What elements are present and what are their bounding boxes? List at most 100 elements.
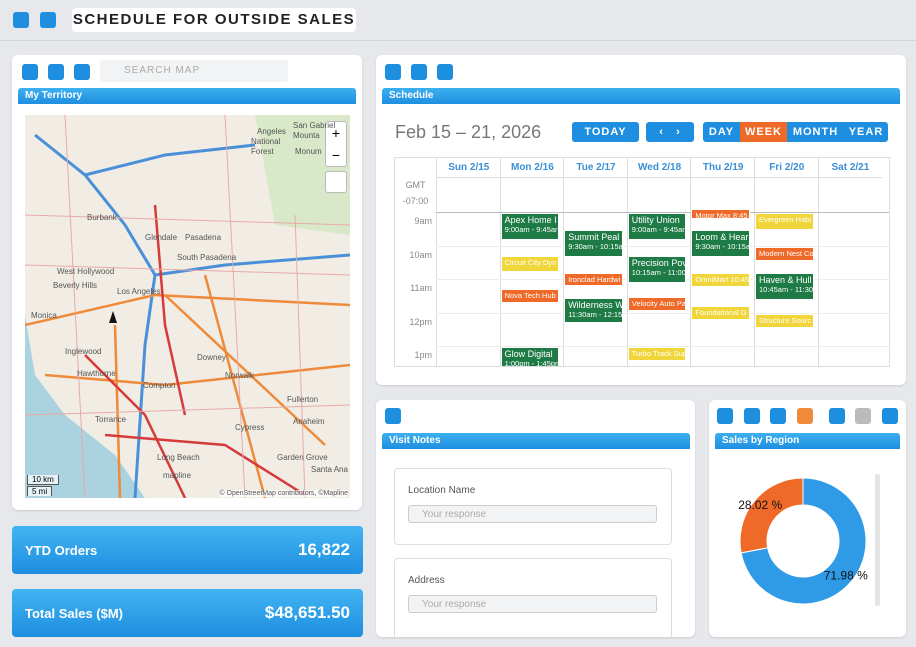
calendar-event[interactable]: Foundational G	[691, 306, 750, 320]
calendar-event[interactable]: Modern Nest Co	[755, 247, 814, 261]
zoom-controls[interactable]: + −	[325, 121, 347, 167]
day-header: Tue 2/17	[563, 158, 628, 177]
map[interactable]: + − 10 km 5 mi © OpenStreetMap contributo…	[25, 115, 350, 498]
map-label: Hawthorne	[77, 369, 116, 378]
calendar-event[interactable]: Velocity Auto Pa	[627, 297, 687, 311]
map-label: Cypress	[235, 423, 265, 432]
map-label: Norwalk	[225, 371, 254, 380]
event-title: Wilderness W	[568, 300, 623, 310]
field-input[interactable]: Your response	[408, 505, 657, 523]
calendar-event[interactable]: Turbo Track Sup	[627, 347, 687, 361]
add-button[interactable]	[411, 64, 427, 80]
sort-button[interactable]	[770, 408, 786, 424]
list-button[interactable]	[40, 12, 56, 28]
collapse-button[interactable]	[22, 64, 38, 80]
kpi-card: Total Sales ($M) $48,651.50	[12, 589, 363, 637]
locate-button[interactable]	[325, 171, 347, 193]
kpi-label: YTD Orders	[25, 543, 98, 558]
calendar-event[interactable]: Glow Digital 1:00pm - 1:45pm	[500, 347, 560, 367]
hour-line	[436, 346, 889, 347]
calendar-event[interactable]: Ironclad Hardwi	[564, 273, 623, 286]
kpi-label: Total Sales ($M)	[25, 606, 124, 621]
search-map[interactable]: SEARCH MAP	[100, 60, 288, 82]
calendar-event[interactable]: Circuit City Dyn	[500, 256, 560, 272]
collapse-button[interactable]	[385, 64, 401, 80]
list-button[interactable]	[385, 408, 401, 424]
hour-label: 1pm	[414, 350, 432, 360]
add-button[interactable]	[48, 64, 64, 80]
collapse-button[interactable]	[717, 408, 733, 424]
map-label: Santa Ana	[311, 465, 348, 474]
calendar-event[interactable]: Apex Home I 9:00am - 9:45ar	[500, 213, 560, 240]
kpi-value: $48,651.50	[264, 603, 350, 622]
map-label: West Hollywood	[57, 267, 115, 276]
event-time: 1:00pm - 1:45pm	[504, 359, 560, 367]
value-label: 28.02 %	[738, 498, 782, 512]
day-column	[754, 177, 819, 366]
hour-line	[436, 312, 889, 314]
calendar-event[interactable]: Precision Pov 10:15am - 11:00a	[627, 256, 687, 283]
view-button[interactable]: WEEK	[740, 122, 787, 142]
list-button[interactable]	[74, 64, 90, 80]
add-button[interactable]	[13, 12, 29, 28]
today-button[interactable]: TODAY	[572, 122, 639, 142]
map-label: Torrance	[95, 415, 127, 424]
view-button[interactable]: MONTH	[787, 122, 844, 142]
calendar-event[interactable]: Summit Peal 9:30am - 10:15ar	[564, 230, 623, 257]
day-header: Wed 2/18	[626, 158, 692, 177]
map-label: Beverly Hills	[53, 281, 98, 290]
event-title: Haven & Hull	[759, 275, 812, 285]
hour-label: 12pm	[409, 316, 432, 327]
scale-mi: 5 mi	[27, 486, 53, 496]
map-label: Garden Grove	[277, 453, 328, 462]
event-title: Loom & Hear	[695, 232, 749, 242]
map-label: Pasadena	[185, 233, 222, 242]
event-time: 9:30am - 10:15ar	[695, 242, 750, 251]
view-button[interactable]: DAY	[703, 122, 740, 142]
attribution: © OpenStreetMap contributors, ©Mapline	[219, 490, 348, 497]
calendar-event[interactable]: Wilderness W11:30am - 12:15pr	[564, 298, 623, 323]
panel-title: Visit Notes	[382, 433, 690, 449]
zoom-out-button[interactable]	[855, 408, 871, 424]
event-time: 9:00am - 9:45ar	[631, 225, 685, 234]
event-title: Structure Sourc	[759, 316, 812, 325]
map-label: Monum	[295, 147, 322, 156]
map-label: mapline	[163, 471, 192, 480]
calendar-event[interactable]: OmniMart 10:45	[691, 273, 750, 287]
event-title: Summit Peal	[568, 232, 620, 242]
event-title: Utility Union	[631, 215, 680, 225]
calendar-event[interactable]: Evergreen Habi	[755, 213, 814, 230]
map-roads	[25, 115, 350, 498]
calendar-event[interactable]: Haven & Hull 10:45am - 11:30a	[755, 273, 814, 300]
field-label: Location Name	[408, 485, 476, 496]
fullscreen-button[interactable]	[882, 408, 898, 424]
dashboard-title: SCHEDULE FOR OUTSIDE SALES	[72, 8, 356, 32]
scale-km: 10 km	[27, 475, 59, 485]
event-time: 9:30am - 10:15ar	[568, 242, 623, 251]
calendar-event[interactable]: Utility Union 9:00am - 9:45ar	[627, 213, 687, 240]
calendar-event[interactable]: Nova Tech Hub	[500, 289, 560, 303]
list-button[interactable]	[437, 64, 453, 80]
calendar-event[interactable]: Loom & Hear 9:30am - 10:15ar	[691, 230, 750, 257]
donut-chart: 71.98 % 28.02 %	[738, 474, 880, 606]
view-button[interactable]: YEAR	[844, 122, 888, 142]
field-input[interactable]: Your response	[408, 595, 657, 613]
list-button[interactable]	[744, 408, 760, 424]
calendar-event[interactable]: Motor Max 8:45	[691, 209, 750, 219]
sales-panel: Sales by Region 71.98 % 28.02 %	[709, 400, 906, 637]
filter-button[interactable]	[797, 408, 813, 424]
zoom-in-button[interactable]	[829, 408, 845, 424]
timezone-label: -07:00	[402, 196, 429, 206]
day-column	[563, 177, 628, 366]
nav-buttons[interactable]: ‹ ›	[646, 122, 694, 142]
form-field: Location Name Your response	[394, 468, 672, 545]
event-title: Foundational G	[695, 308, 747, 317]
calendar-event[interactable]: Structure Sourc	[755, 314, 814, 328]
calendar-grid: Sun 2/15 Mon 2/16 Tue 2/17 Wed 2/18 Thu 2/19…	[394, 157, 890, 367]
event-title: Precision Pov	[631, 258, 687, 268]
day-header: Thu 2/19	[690, 158, 755, 177]
panel-title: My Territory	[18, 88, 356, 104]
map-label: Glendale	[145, 233, 178, 242]
event-title: Nova Tech Hub	[504, 291, 556, 300]
